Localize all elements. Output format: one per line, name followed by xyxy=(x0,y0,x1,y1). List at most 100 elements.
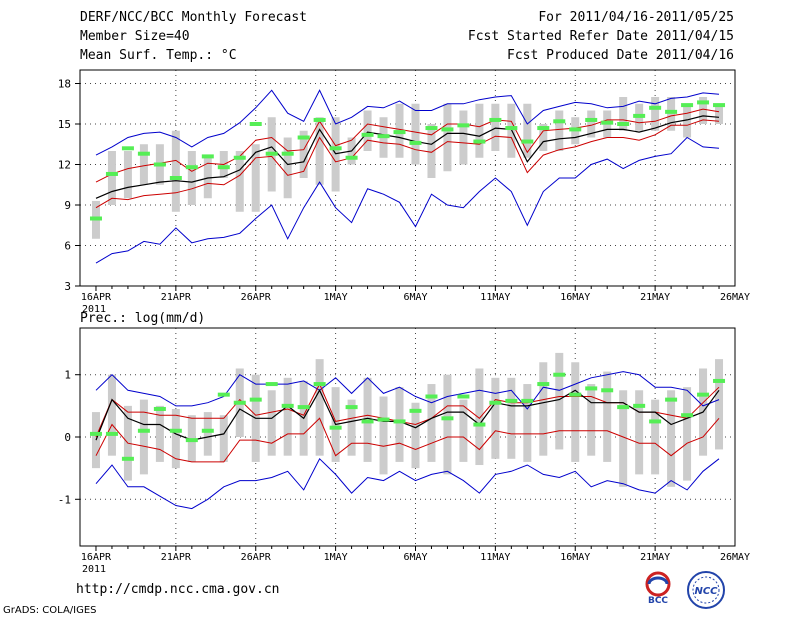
temp-forecast-bar xyxy=(201,154,214,159)
temp-forecast-bar xyxy=(409,140,422,145)
temp-spread-box xyxy=(315,117,324,185)
prec-xtick-label: 26APR xyxy=(241,552,272,563)
member-size: Member Size=40 xyxy=(80,29,190,44)
temp-line-ensemble-mean xyxy=(95,115,720,199)
prec-spread-box xyxy=(539,362,548,456)
temp-forecast-bar xyxy=(361,132,374,137)
temp-forecast-bar xyxy=(697,100,710,105)
temp-forecast-bar xyxy=(441,127,454,132)
forecast-produced-date: Fcst Produced Date 2011/04/16 xyxy=(507,48,734,63)
prec-spread-box xyxy=(203,412,212,456)
temp-forecast-bar xyxy=(489,117,502,122)
temp-forecast-bar xyxy=(169,176,182,180)
temp-forecast-bar xyxy=(233,155,246,160)
temp-forecast-bar xyxy=(89,216,102,221)
prec-xtick-label: 11MAY xyxy=(480,552,510,563)
temp-xtick-label: 26APR xyxy=(241,292,272,303)
prec-forecast-bar xyxy=(489,400,502,405)
prec-forecast-bar xyxy=(713,378,726,383)
prec-ytick-label: 1 xyxy=(64,369,71,382)
prec-xtick-label: 16APR xyxy=(81,552,112,563)
prec-forecast-bar xyxy=(473,422,486,427)
prec-spread-box xyxy=(571,362,580,462)
bcc-logo: BCC xyxy=(645,571,671,606)
temp-spread-box xyxy=(123,151,132,199)
temp-spread-box xyxy=(651,97,660,131)
temp-xtick-label: 16APR xyxy=(81,292,112,303)
prec-spread-box xyxy=(155,405,164,462)
prec-forecast-bar xyxy=(553,372,566,377)
prec-forecast-bar xyxy=(569,392,582,397)
prec-spread-box xyxy=(139,399,148,475)
prec-ytick-label: 0 xyxy=(64,431,71,444)
prec-forecast-bar xyxy=(185,438,198,443)
prec-forecast-bar xyxy=(377,417,390,422)
temp-xtick-label: 21APR xyxy=(161,292,192,303)
temp-spread-box xyxy=(187,151,196,205)
prec-spread-box xyxy=(107,374,116,456)
temp-ytick-label: 15 xyxy=(58,118,71,131)
temp-forecast-bar xyxy=(505,126,518,131)
temp-xtick-label: 11MAY xyxy=(480,292,510,303)
prec-forecast-bar xyxy=(441,416,454,421)
prec-forecast-bar xyxy=(121,456,134,461)
prec-spread-box xyxy=(283,377,292,456)
temp-forecast-bar xyxy=(345,155,358,160)
prec-spread-box xyxy=(315,359,324,456)
prec-spread-box xyxy=(619,390,628,487)
temp-spread-box xyxy=(299,130,308,178)
temp-line-ensemble-min xyxy=(95,136,720,264)
temp-line-ensemble-max xyxy=(95,89,720,156)
prec-spread-box xyxy=(411,402,420,469)
prec-forecast-bar xyxy=(105,431,118,436)
prec-spread-box xyxy=(667,390,676,487)
temp-forecast-bar xyxy=(601,120,614,125)
temp-xtick-label: 21MAY xyxy=(640,292,670,303)
prec-xtick-label: 16MAY xyxy=(560,552,590,563)
temp-forecast-bar xyxy=(633,113,646,118)
temp-spread-box xyxy=(667,97,676,131)
temp-forecast-bar xyxy=(377,134,390,139)
prec-spread-box xyxy=(427,384,436,462)
temp-xtick-label: 6MAY xyxy=(403,292,427,303)
temp-spread-box xyxy=(171,130,180,212)
temperature-panel: 3 6 9 12 15 18 16APR 21APR 26APR 1MAY 6MAY 11MAY 16M… xyxy=(58,69,750,315)
temp-forecast-bar xyxy=(153,162,166,167)
prec-spread-box xyxy=(587,384,596,456)
temp-forecast-bar xyxy=(617,122,630,126)
temp-ytick-label: 6 xyxy=(64,240,71,253)
temp-spread-box xyxy=(411,103,420,165)
temp-spread-box xyxy=(699,97,708,124)
temp-forecast-bar xyxy=(457,123,470,128)
prec-line-ensemble-mean xyxy=(95,388,720,441)
prec-forecast-bar xyxy=(89,431,102,436)
prec-forecast-bar xyxy=(393,419,406,424)
temp-ytick-label: 18 xyxy=(58,78,71,91)
ncc-logo-text: NCC xyxy=(694,586,718,597)
temp-forecast-bar xyxy=(265,151,278,156)
prec-forecast-bar xyxy=(361,419,374,424)
temp-forecast-bar xyxy=(553,119,566,124)
prec-forecast-bar xyxy=(457,394,470,399)
website-url[interactable]: http://cmdp.ncc.cma.gov.cn xyxy=(76,582,280,597)
temp-ytick-label: 12 xyxy=(58,159,71,172)
prec-forecast-bar xyxy=(601,388,614,393)
prec-xtick-label: 21MAY xyxy=(640,552,670,563)
prec-spread-box xyxy=(555,352,564,450)
temp-line-upper-spread xyxy=(95,108,720,183)
prec-forecast-bar xyxy=(153,406,166,411)
ncc-logo: NCC xyxy=(687,571,725,609)
temp-spread-box xyxy=(331,117,340,192)
temp-xtick-label: 16MAY xyxy=(560,292,590,303)
temp-forecast-bar xyxy=(537,126,550,131)
temp-spread-box xyxy=(587,110,596,138)
prec-forecast-bar xyxy=(201,428,214,433)
temp-forecast-bar xyxy=(473,139,486,144)
precipitation-panel: -1 0 1 16APR 21APR 26APR 1MAY 6MAY 11MAY 16MAY 21M… xyxy=(58,311,750,575)
prec-forecast-bar xyxy=(425,394,438,399)
prec-spread-box xyxy=(379,396,388,475)
bcc-logo-text: BCC xyxy=(648,596,668,606)
prec-spread-box xyxy=(171,408,180,469)
temp-forecast-bar xyxy=(281,151,294,156)
